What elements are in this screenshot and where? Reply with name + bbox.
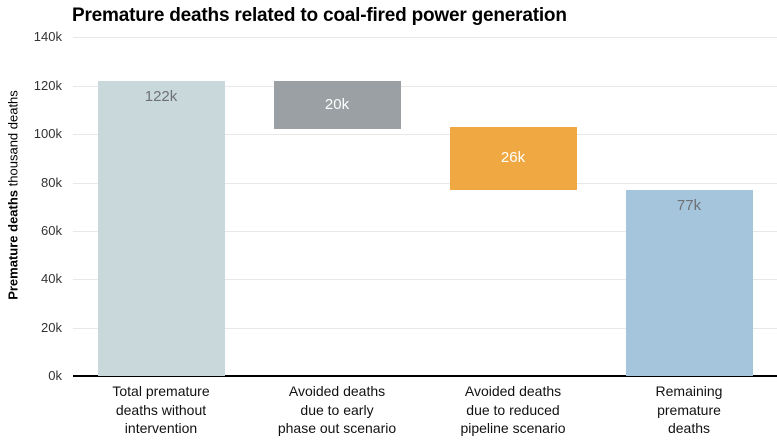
gridline-120k: [73, 85, 777, 87]
y-tick-100k: 100k: [33, 126, 62, 142]
bar-total-premature-deaths: [97, 80, 225, 376]
y-tick-120k: 120k: [33, 77, 62, 93]
bar-value-label-avoided-reduced-pipeline: 26k: [500, 149, 526, 167]
bar-value-label-avoided-early-phase-out: 20k: [324, 96, 350, 114]
bar-value-label-remaining-premature-deaths: 77k: [676, 196, 702, 214]
chart-title: Premature deaths related to coal-fired p…: [72, 5, 567, 26]
y-tick-40k: 40k: [41, 271, 62, 287]
gridline-80k: [73, 182, 777, 184]
gridline-40k: [73, 279, 777, 281]
bar-remaining-premature-deaths: [625, 189, 753, 376]
bar-avoided-early-phase-out: [273, 80, 401, 130]
x-category-label-avoided-reduced-pipeline: Avoided deaths due to reduced pipeline s…: [460, 383, 566, 436]
y-tick-0k: 0k: [48, 368, 62, 383]
x-category-label-avoided-early-phase-out: Avoided deaths due to early phase out sc…: [277, 383, 397, 436]
y-tick-80k: 80k: [41, 174, 62, 190]
bar-avoided-reduced-pipeline: [449, 126, 577, 190]
x-category-label-total-premature-deaths: Total premature deaths without intervent…: [112, 383, 210, 436]
gridline-140k: [73, 37, 777, 39]
gridline-20k: [73, 327, 777, 329]
bar-value-label-total-premature-deaths: 122k: [144, 87, 178, 105]
y-tick-20k: 20k: [41, 319, 62, 335]
y-tick-140k: 140k: [33, 29, 62, 45]
y-tick-60k: 60k: [41, 222, 62, 238]
y-axis-title: Premature deaths thousand deaths: [6, 90, 21, 300]
gridline-60k: [73, 230, 777, 232]
x-category-label-remaining-premature-deaths: Remaining premature deaths: [655, 383, 723, 436]
gridline-100k: [73, 134, 777, 136]
x-axis-line: [73, 375, 777, 377]
